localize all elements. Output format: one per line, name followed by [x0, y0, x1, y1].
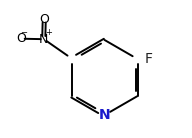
Text: +: +	[46, 28, 52, 37]
Text: F: F	[144, 52, 152, 66]
Text: −: −	[20, 28, 27, 37]
Text: N: N	[39, 33, 49, 46]
Text: O: O	[39, 13, 49, 26]
Text: O: O	[17, 32, 26, 45]
Text: N: N	[99, 108, 110, 122]
